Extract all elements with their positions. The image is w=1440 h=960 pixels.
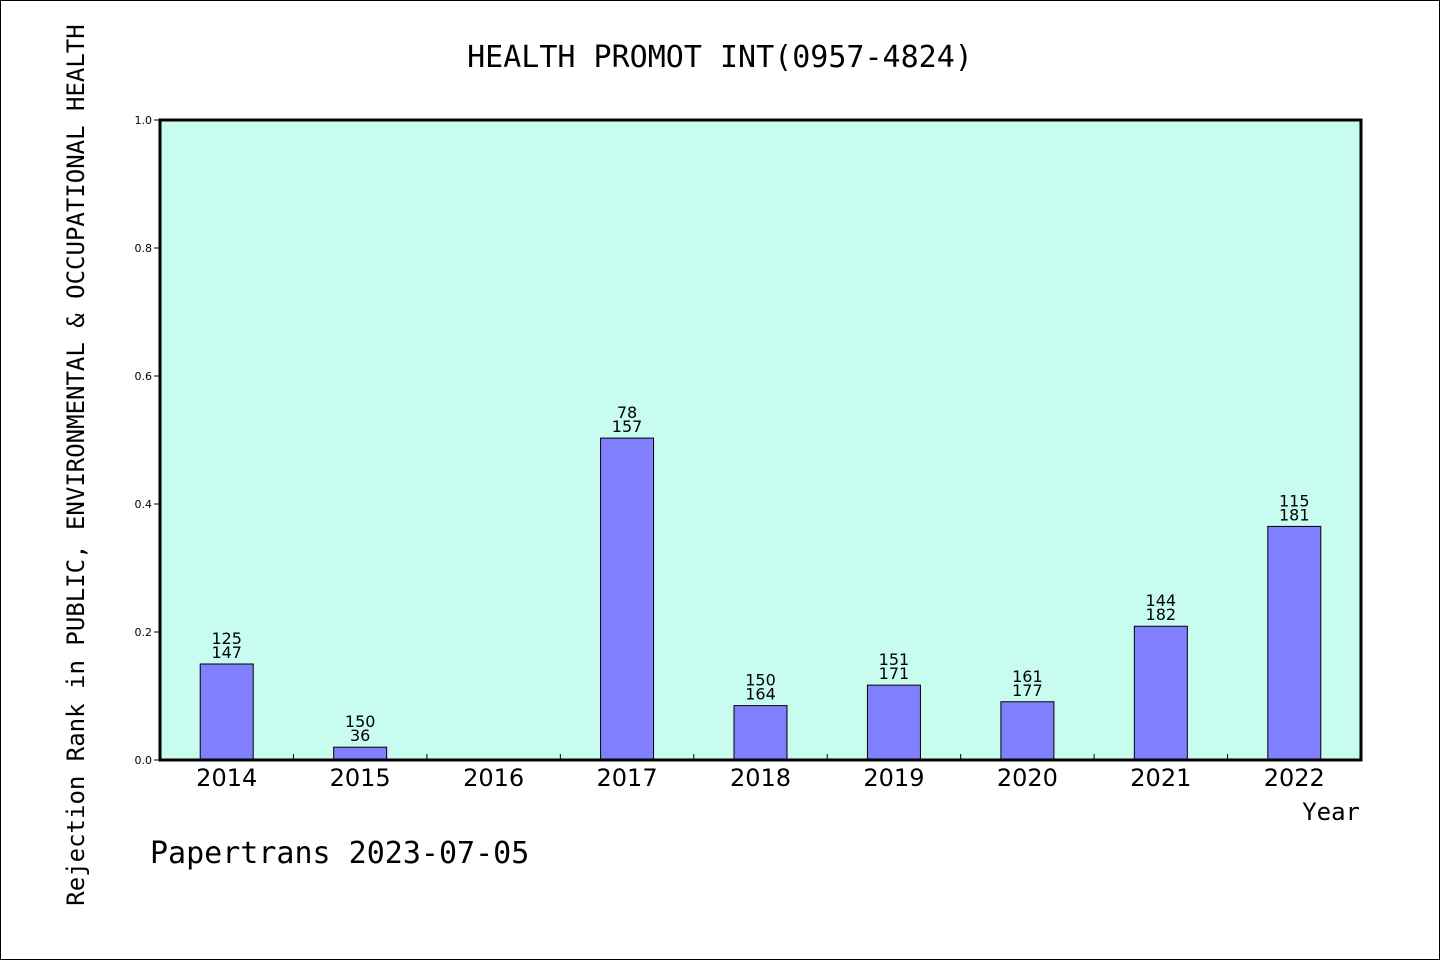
bar-label-bottom: 171 bbox=[879, 664, 910, 683]
x-tick-label: 2019 bbox=[863, 764, 924, 792]
bar-label-bottom: 181 bbox=[1279, 505, 1310, 524]
footer-text: Papertrans 2023-07-05 bbox=[150, 836, 529, 871]
bar-label-bottom: 164 bbox=[745, 685, 776, 704]
bar-label-top: 125 bbox=[211, 629, 242, 648]
y-axis-label: Rejection Rank in PUBLIC, ENVIRONMENTAL … bbox=[62, 24, 90, 905]
bar-label-top: 78 bbox=[617, 403, 637, 422]
x-tick-label: 2018 bbox=[730, 764, 791, 792]
bar-label-top: 150 bbox=[345, 712, 376, 731]
x-axis-label: Year bbox=[1302, 798, 1360, 826]
y-tick-label: 0.8 bbox=[135, 242, 153, 255]
bar-label-top: 161 bbox=[1012, 667, 1043, 686]
bar-2017 bbox=[600, 437, 655, 761]
x-tick-label: 2017 bbox=[597, 764, 658, 792]
x-tick-label: 2014 bbox=[196, 764, 257, 792]
y-axis-ticks: 0.0 0.2 0.4 0.6 0.8 1.0 bbox=[135, 114, 160, 767]
bar-label-top: 150 bbox=[745, 671, 776, 690]
y-tick-label: 0.2 bbox=[135, 626, 153, 639]
plot-border bbox=[158, 118, 1363, 762]
bar-2022 bbox=[1267, 525, 1322, 761]
bar-2015 bbox=[333, 746, 388, 761]
bar-label-top: 144 bbox=[1146, 591, 1177, 610]
x-tick-label: 2021 bbox=[1130, 764, 1191, 792]
x-tick-label: 2016 bbox=[463, 764, 524, 792]
x-tick-label: 2022 bbox=[1264, 764, 1325, 792]
bar-2020 bbox=[1000, 701, 1055, 761]
bar-label-bottom: 147 bbox=[211, 643, 242, 662]
bar-label-bottom: 157 bbox=[612, 417, 643, 436]
bar-label-top: 115 bbox=[1279, 491, 1310, 510]
x-tick-label: 2020 bbox=[997, 764, 1058, 792]
bar-2014 bbox=[199, 663, 254, 761]
y-tick-label: 1.0 bbox=[135, 114, 153, 127]
x-tick-label: 2015 bbox=[330, 764, 391, 792]
bar-label-top: 151 bbox=[879, 650, 910, 669]
bar-label-bottom: 182 bbox=[1146, 605, 1177, 624]
chart-title: HEALTH PROMOT INT(0957-4824) bbox=[467, 40, 973, 75]
x-axis-ticks: 2014 2015 2016 2017 2018 2019 2020 2021 2022 bbox=[196, 754, 1325, 792]
bar-label-bottom: 36 bbox=[350, 726, 370, 745]
y-tick-label: 0.4 bbox=[135, 498, 153, 511]
bar-label-bottom: 177 bbox=[1012, 681, 1043, 700]
bar-2019 bbox=[866, 684, 921, 761]
y-tick-label: 0.0 bbox=[135, 754, 153, 767]
bar-2018 bbox=[733, 705, 788, 761]
bar-2021 bbox=[1133, 625, 1188, 761]
y-tick-label: 0.6 bbox=[135, 370, 153, 383]
bars bbox=[199, 437, 1322, 761]
